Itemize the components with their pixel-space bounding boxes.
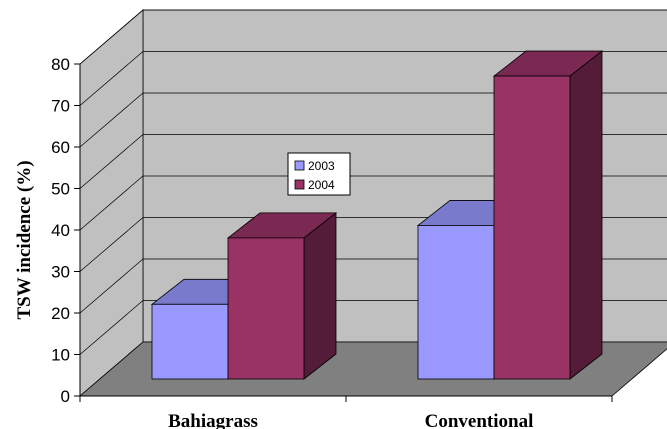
legend-label: 2003 (308, 159, 335, 173)
y-tick-label: 70 (51, 97, 70, 116)
bar-front (151, 303, 229, 380)
axes (74, 63, 613, 402)
bar-side (569, 50, 603, 380)
legend-label: 2004 (308, 178, 335, 192)
x-category-label: Conventional (425, 411, 534, 429)
y-tick-label: 10 (51, 346, 70, 365)
bar-side (303, 212, 337, 380)
y-tick-labels: 0 10 20 30 40 50 60 70 80 (51, 55, 70, 406)
y-tick-label: 40 (51, 221, 70, 240)
bar (226, 212, 338, 380)
x-category-label: Bahiagrass (168, 411, 258, 429)
bar-front (227, 237, 305, 380)
x-category-labels: Bahiagrass Conventional (168, 411, 533, 429)
y-tick-label: 80 (51, 55, 70, 74)
y-tick-label: 0 (61, 387, 70, 406)
legend: 2003 2004 (287, 152, 351, 196)
bar-front (493, 75, 571, 380)
y-tick-label: 50 (51, 180, 70, 199)
bar-front (417, 225, 495, 380)
gridline (79, 51, 667, 106)
y-tick-label: 60 (51, 138, 70, 157)
legend-swatch (294, 179, 305, 190)
y-tick-label: 20 (51, 304, 70, 323)
y-axis-title: TSW incidence (%) (14, 160, 35, 319)
bar (492, 50, 604, 380)
bars (150, 50, 604, 380)
gridline (79, 9, 667, 65)
legend-swatch (294, 160, 305, 171)
y-tick-label: 30 (51, 263, 70, 282)
